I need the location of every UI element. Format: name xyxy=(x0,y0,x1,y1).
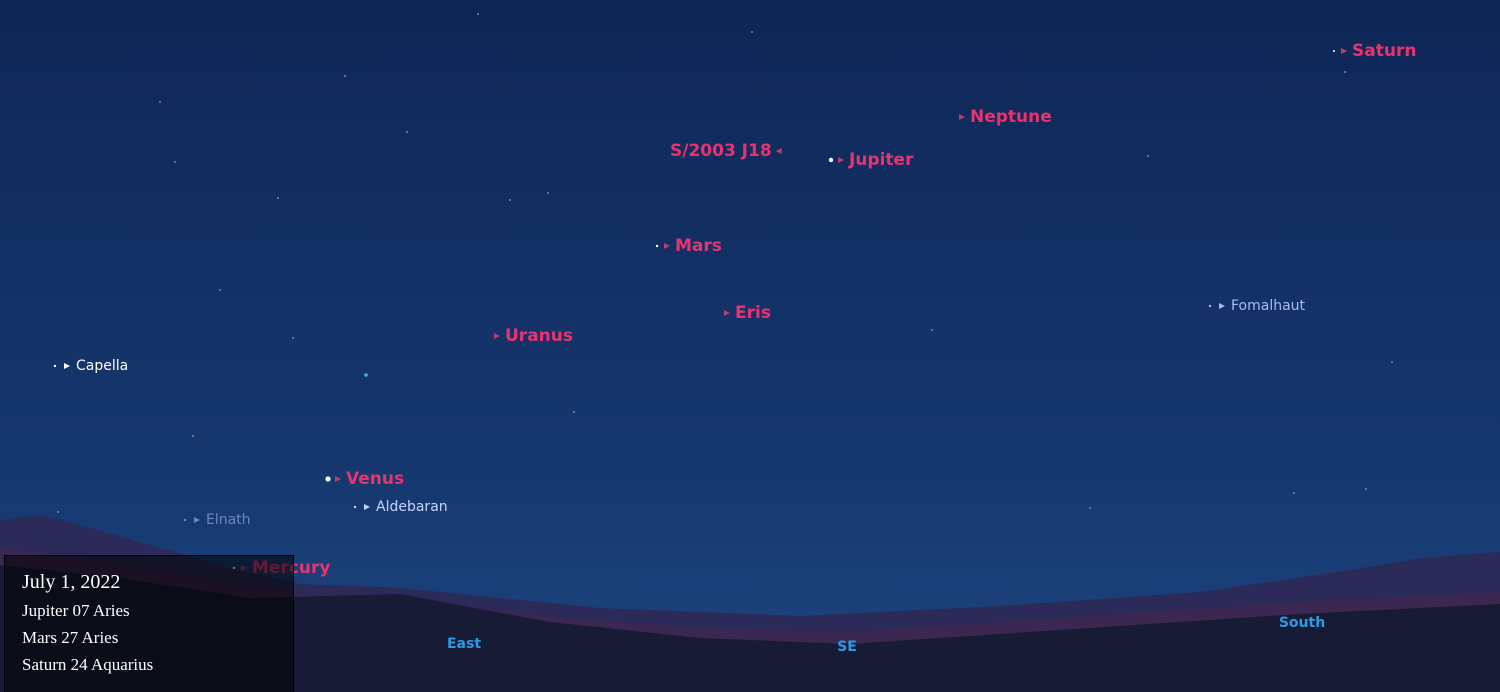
faint-star xyxy=(192,435,194,437)
faint-star xyxy=(174,161,176,163)
caption-box: July 1, 2022 Jupiter 07 Aries Mars 27 Ar… xyxy=(5,556,294,692)
faint-star xyxy=(277,197,279,199)
caption-line: Mars 27 Aries xyxy=(22,628,118,647)
faint-star xyxy=(1293,492,1295,494)
star-dot xyxy=(184,519,186,521)
planet-label: S/2003 J18 xyxy=(670,141,772,161)
faint-star xyxy=(159,101,161,103)
faint-star xyxy=(406,131,408,133)
sky-view: Saturn Neptune S/2003 J18 Jupiter Mars Eris Ur… xyxy=(0,0,1500,692)
star-dot xyxy=(54,365,56,367)
planet-label: Mars xyxy=(675,236,722,256)
faint-star xyxy=(344,75,346,77)
planet-label: Neptune xyxy=(970,107,1052,127)
faint-star xyxy=(292,337,294,339)
star-label: Aldebaran xyxy=(376,499,448,515)
star-dot xyxy=(354,506,356,508)
star-label: Elnath xyxy=(206,512,251,528)
faint-star xyxy=(364,373,368,377)
faint-star xyxy=(219,289,221,291)
faint-star xyxy=(1344,71,1346,73)
planet-label: Jupiter xyxy=(848,150,914,170)
planet-label: Saturn xyxy=(1352,41,1416,61)
faint-star xyxy=(1089,507,1091,509)
caption-date: July 1, 2022 xyxy=(22,571,120,593)
planet-dot xyxy=(325,476,330,481)
planet-dot xyxy=(656,245,658,247)
star-dot xyxy=(1209,305,1211,307)
direction-label: SE xyxy=(837,639,857,655)
caption-line: Jupiter 07 Aries xyxy=(22,601,130,620)
direction-label: East xyxy=(447,636,481,652)
faint-star xyxy=(751,31,753,33)
direction-label: South xyxy=(1279,615,1325,631)
planet-label: Eris xyxy=(735,303,771,323)
planet-label: Venus xyxy=(346,469,404,489)
faint-star xyxy=(1365,488,1367,490)
caption-line: Saturn 24 Aquarius xyxy=(22,655,153,674)
faint-star xyxy=(477,13,479,15)
faint-star xyxy=(1147,155,1149,157)
star-label: Fomalhaut xyxy=(1231,298,1306,314)
planet-dot xyxy=(1333,50,1335,52)
planet-label: Uranus xyxy=(505,326,573,346)
planet-dot xyxy=(829,158,833,162)
faint-star xyxy=(931,329,933,331)
faint-star xyxy=(547,192,549,194)
faint-star xyxy=(509,199,511,201)
faint-star xyxy=(1391,361,1393,363)
faint-star xyxy=(573,411,575,413)
star-label: Capella xyxy=(76,358,128,374)
faint-star xyxy=(57,511,59,513)
